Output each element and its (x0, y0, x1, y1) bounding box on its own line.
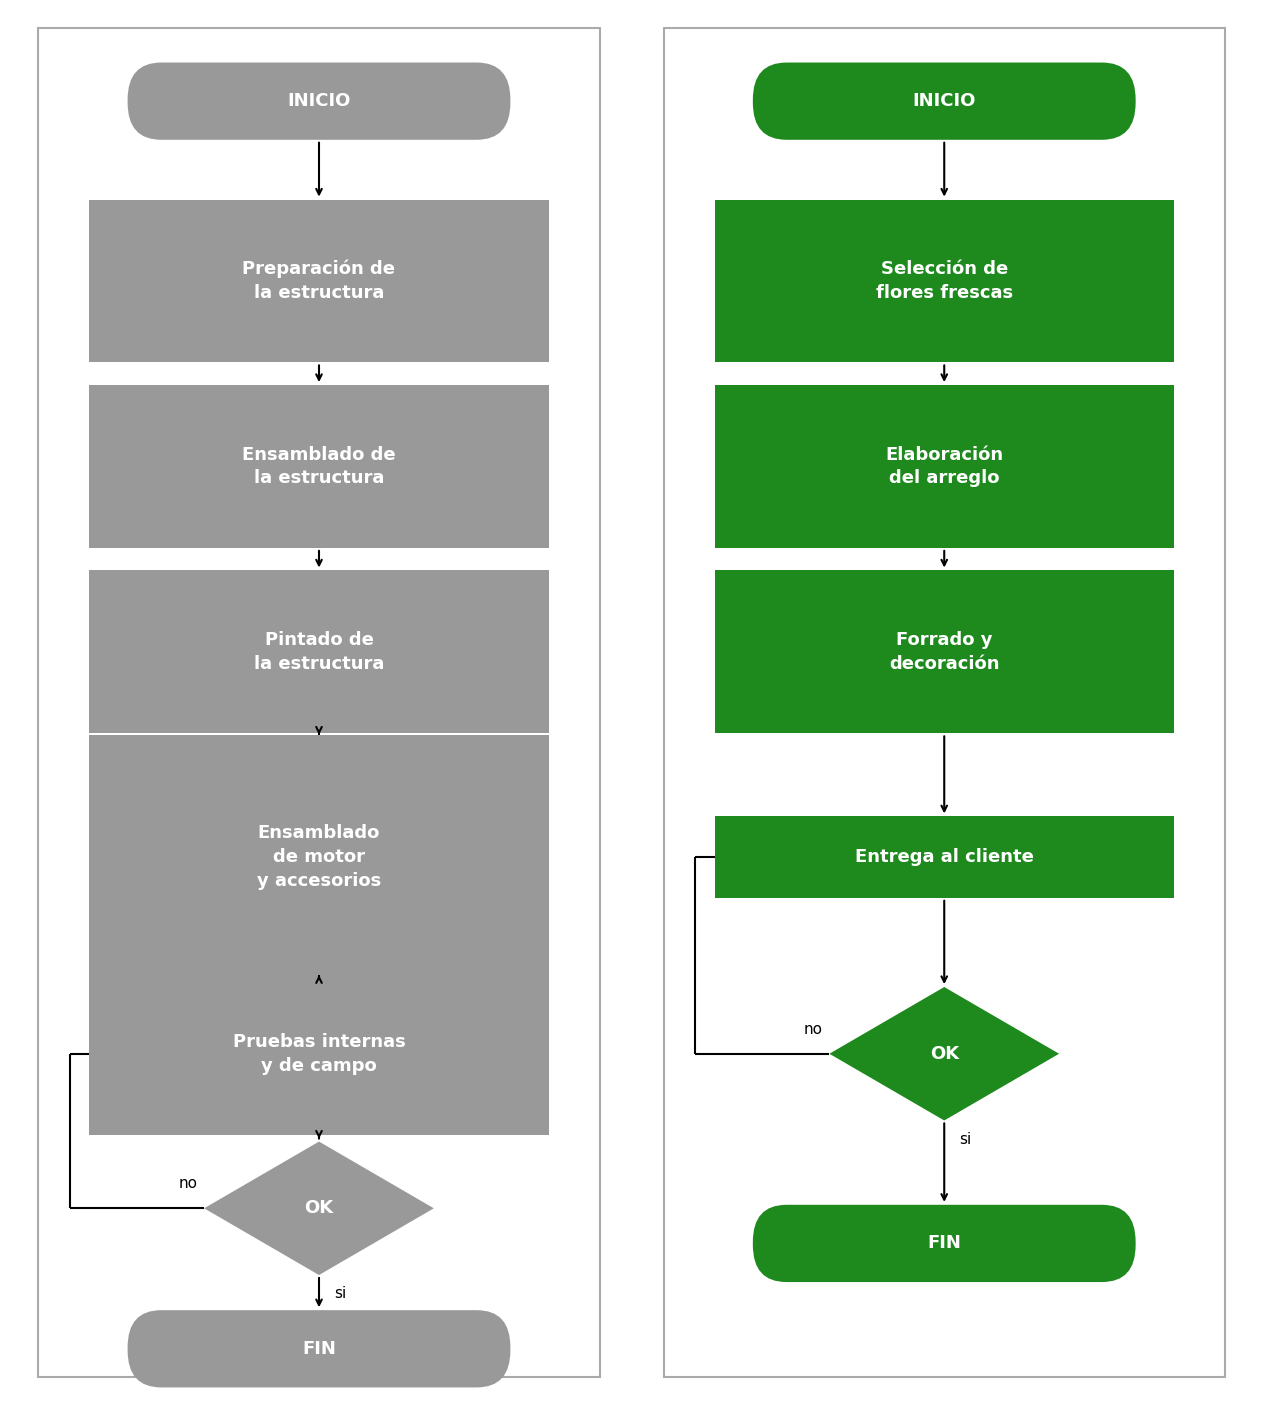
Text: Forrado y
decoración: Forrado y decoración (889, 631, 999, 673)
FancyBboxPatch shape (753, 62, 1136, 140)
FancyBboxPatch shape (89, 200, 549, 362)
FancyBboxPatch shape (715, 385, 1174, 548)
FancyBboxPatch shape (715, 816, 1174, 898)
Text: Preparación de
la estructura: Preparación de la estructura (242, 260, 396, 302)
Text: Pruebas internas
y de campo: Pruebas internas y de campo (232, 1033, 406, 1075)
FancyBboxPatch shape (715, 570, 1174, 733)
Text: Entrega al cliente: Entrega al cliente (855, 849, 1034, 865)
Polygon shape (829, 988, 1059, 1121)
Text: si: si (334, 1287, 347, 1301)
Text: Ensamblado de
la estructura: Ensamblado de la estructura (242, 445, 396, 488)
Text: Pintado de
la estructura: Pintado de la estructura (254, 631, 384, 673)
Polygon shape (204, 1141, 434, 1276)
Text: Selección de
flores frescas: Selección de flores frescas (875, 260, 1013, 302)
FancyBboxPatch shape (664, 28, 1225, 1377)
FancyBboxPatch shape (89, 570, 549, 733)
Text: INICIO: INICIO (912, 93, 976, 110)
FancyBboxPatch shape (128, 1309, 510, 1388)
FancyBboxPatch shape (38, 28, 600, 1377)
FancyBboxPatch shape (89, 735, 549, 979)
Text: FIN: FIN (302, 1340, 336, 1357)
Text: INICIO: INICIO (287, 93, 351, 110)
FancyBboxPatch shape (89, 972, 549, 1135)
Text: FIN: FIN (928, 1235, 961, 1252)
Text: no: no (804, 1021, 823, 1037)
Text: Elaboración
del arreglo: Elaboración del arreglo (886, 445, 1003, 488)
Text: OK: OK (930, 1045, 958, 1062)
FancyBboxPatch shape (715, 200, 1174, 362)
Text: si: si (960, 1132, 972, 1146)
Text: no: no (179, 1176, 198, 1191)
FancyBboxPatch shape (753, 1205, 1136, 1281)
Text: Ensamblado
de motor
y accesorios: Ensamblado de motor y accesorios (256, 825, 382, 889)
FancyBboxPatch shape (128, 62, 510, 140)
Text: OK: OK (305, 1200, 333, 1217)
FancyBboxPatch shape (89, 385, 549, 548)
